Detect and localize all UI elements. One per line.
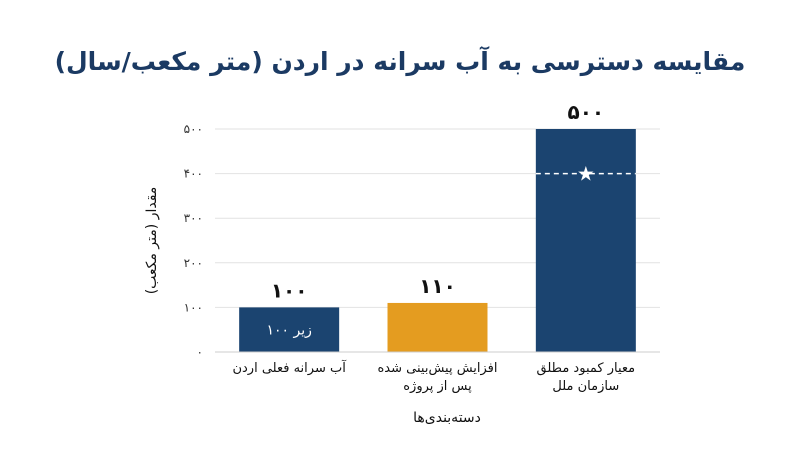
star-icon: ★ <box>577 162 595 186</box>
category-label: معیار کمبود مطلق <box>537 361 636 376</box>
bar-inner-label: زیر ۱۰۰ <box>266 323 311 339</box>
bar <box>535 129 636 352</box>
labels: ۱۰۰ زیر ۱۰۰ آب سرانه فعلی اردن ۱۱۰ افزایش پی… <box>232 100 635 394</box>
y-axis-title: مقدار (متر مکعب) <box>144 187 160 295</box>
bar <box>387 302 488 352</box>
category-label: پس از پروژه <box>403 379 472 394</box>
y-tick-label: ۰ <box>197 345 203 359</box>
y-tick-label: ۱۰۰ <box>184 300 203 314</box>
y-tick-label: ۲۰۰ <box>184 256 203 270</box>
category-label: افزایش پیش‌بینی شده <box>377 361 497 376</box>
category-label: آب سرانه فعلی اردن <box>232 359 347 376</box>
category-label: سازمان ملل <box>552 379 619 394</box>
y-tick-label: ۴۰۰ <box>184 167 203 181</box>
y-tick-label: ۳۰۰ <box>184 211 203 225</box>
bar <box>239 307 340 352</box>
y-tick-label: ۵۰۰ <box>184 122 203 136</box>
x-axis-title: دسته‌بندی‌ها <box>413 410 481 426</box>
y-axis-ticks: ۰ ۱۰۰ ۲۰۰ ۳۰۰ ۴۰۰ ۵۰۰ <box>184 122 203 359</box>
data-label: ۵۰۰ <box>568 100 605 124</box>
chart-title: مقایسه دسترسی به آب سرانه در اردن (متر م… <box>55 46 746 77</box>
data-label: ۱۰۰ <box>271 278 308 302</box>
data-label: ۱۱۰ <box>419 274 456 298</box>
bars: ★ <box>239 129 636 352</box>
